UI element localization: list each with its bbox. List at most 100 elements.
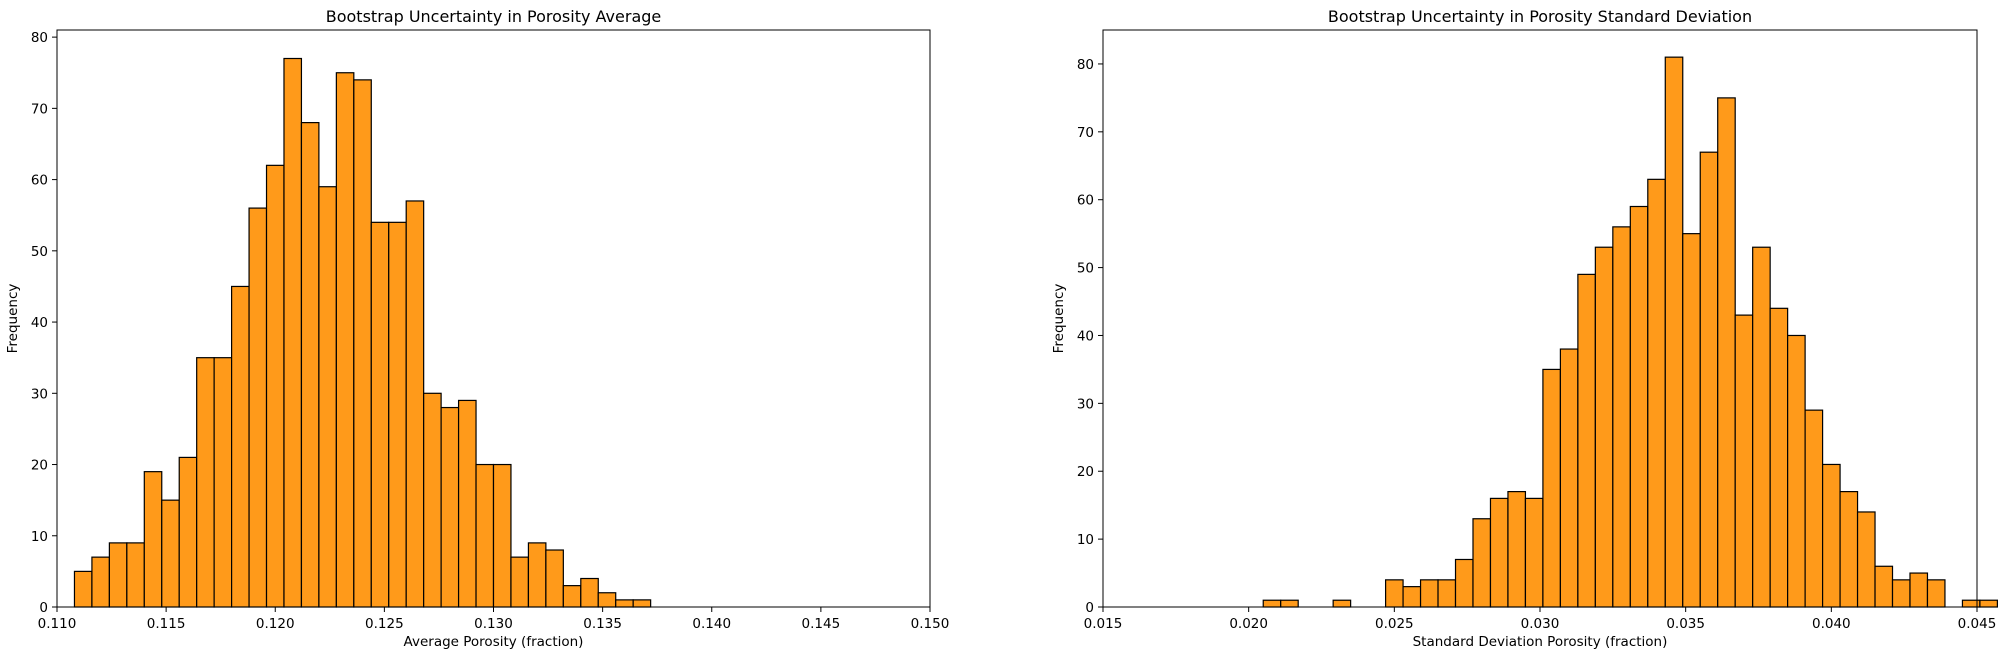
x-tick-label: 0.110: [38, 616, 77, 632]
histogram-bar: [440, 406, 460, 608]
histogram-bar: [527, 542, 547, 608]
x-tick-label: 0.140: [692, 616, 731, 632]
x-tick-label: 0.150: [911, 616, 950, 632]
y-tick-label: 0: [39, 600, 48, 616]
y-tick-label: 80: [31, 30, 48, 46]
y-tick-label: 40: [1077, 328, 1094, 344]
histogram-bar: [265, 164, 285, 608]
histogram-bar: [1332, 599, 1352, 608]
histogram-bar: [1891, 579, 1911, 608]
histogram-bar: [388, 221, 407, 608]
x-tick-label: 0.125: [365, 616, 404, 632]
y-tick-label: 10: [31, 529, 48, 545]
histogram-bar: [353, 79, 372, 608]
histogram-bar: [335, 72, 355, 608]
y-tick-label: 40: [31, 315, 48, 331]
x-tick-label: 0.135: [583, 616, 622, 632]
histogram-bar: [108, 542, 128, 608]
histogram-bar: [1821, 463, 1841, 608]
histogram-bar: [1280, 599, 1299, 608]
y-tick-label: 50: [1077, 261, 1094, 277]
histogram-bar: [1629, 205, 1649, 608]
histogram-bar: [248, 207, 268, 608]
x-tick-label: 0.025: [1375, 616, 1414, 632]
histogram-bar: [73, 570, 93, 608]
x-tick-label: 0.115: [147, 616, 186, 632]
x-axis-ticks: 0.110 0.115 0.120 0.125 0.130 0.135 0.140 0.145…: [38, 607, 950, 632]
histogram-bar: [562, 585, 582, 608]
histogram-bar: [632, 599, 652, 608]
histogram-bar: [1262, 599, 1282, 608]
x-tick-label: 0.035: [1666, 616, 1705, 632]
histogram-bar: [283, 57, 303, 608]
histogram-bar: [1489, 497, 1509, 608]
histogram-bar: [231, 285, 250, 608]
y-tick-label: 60: [1077, 193, 1094, 209]
histogram-bar: [510, 556, 530, 608]
histogram-bar: [1559, 348, 1579, 608]
x-tick-label: 0.015: [1084, 616, 1123, 632]
histogram-bar: [1384, 579, 1404, 608]
histogram-bar: [1437, 579, 1457, 608]
histogram-bar: [475, 463, 495, 608]
histogram-bar: [178, 456, 198, 608]
histogram-bar: [1926, 579, 1946, 608]
histogram-bar: [1874, 565, 1894, 608]
y-tick-label: 0: [1085, 600, 1094, 616]
histogram-bar: [1542, 368, 1561, 608]
y-axis-ticks: 0 10 20 30 40 50 60 70 80: [1077, 57, 1103, 616]
y-tick-label: 30: [31, 386, 48, 402]
histogram-bar: [1454, 558, 1474, 608]
y-axis-label: Frequency: [5, 284, 21, 354]
bars: [1262, 56, 1998, 608]
histogram-bar: [161, 499, 180, 608]
x-tick-label: 0.045: [1958, 616, 1997, 632]
histogram-bar: [300, 122, 320, 608]
histogram-bar: [1856, 511, 1876, 608]
x-axis-label: Standard Deviation Porosity (fraction): [1413, 634, 1668, 650]
histogram-bar: [580, 577, 599, 608]
histogram-bar: [91, 556, 110, 608]
histogram-bar: [1979, 599, 1998, 608]
histogram-bar: [492, 463, 512, 608]
histogram-bar: [196, 357, 215, 608]
histogram-bar: [615, 599, 634, 608]
y-tick-label: 80: [1077, 57, 1094, 73]
x-tick-label: 0.040: [1812, 616, 1851, 632]
histogram-bar: [370, 221, 390, 608]
histogram-panel-average: Bootstrap Uncertainty in Porosity Averag…: [5, 7, 949, 650]
x-tick-label: 0.030: [1521, 616, 1560, 632]
y-tick-label: 10: [1077, 532, 1094, 548]
histogram-bar: [1472, 518, 1492, 608]
histogram-bar: [1787, 334, 1806, 608]
histogram-bar: [143, 471, 163, 608]
histogram-bar: [213, 357, 233, 608]
bars: [73, 57, 652, 608]
histogram-bar: [126, 542, 145, 608]
histogram-bar: [597, 592, 617, 608]
x-tick-label: 0.120: [256, 616, 295, 632]
histogram-bar: [405, 200, 425, 608]
y-tick-label: 70: [31, 101, 48, 117]
histogram-bar: [1419, 579, 1439, 608]
x-axis-ticks: 0.015 0.020 0.025 0.030 0.035 0.040 0.045: [1084, 607, 1997, 632]
histogram-panel-stddev: Bootstrap Uncertainty in Porosity Standa…: [1051, 7, 1998, 650]
y-tick-label: 60: [31, 173, 48, 189]
histogram-bar: [1647, 178, 1666, 608]
y-tick-label: 50: [31, 244, 48, 260]
histogram-bar: [1717, 97, 1736, 608]
histogram-bar: [1524, 497, 1544, 608]
histogram-bar: [1734, 314, 1754, 608]
x-axis-label: Average Porosity (fraction): [404, 634, 584, 650]
histogram-bar: [457, 399, 477, 608]
y-axis-ticks: 0 10 20 30 40 50 60 70 80: [31, 30, 57, 616]
histogram-bar: [1909, 572, 1929, 608]
histogram-bar: [423, 392, 442, 608]
chart-title: Bootstrap Uncertainty in Porosity Averag…: [326, 7, 662, 26]
x-tick-label: 0.020: [1229, 616, 1268, 632]
histogram-bar: [1839, 491, 1859, 608]
y-tick-label: 20: [31, 458, 48, 474]
histogram-bar: [1682, 233, 1701, 608]
histogram-bar: [1769, 307, 1789, 608]
